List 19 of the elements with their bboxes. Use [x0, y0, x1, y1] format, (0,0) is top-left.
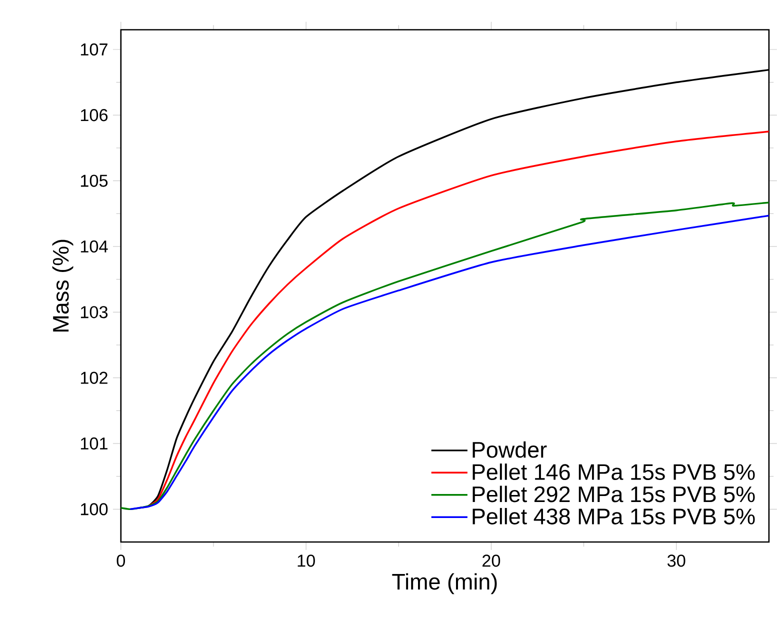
y-tick-label: 104: [80, 240, 108, 252]
x-tick-label: 0: [116, 554, 126, 567]
y-tick-label: 102: [80, 372, 108, 384]
line-series: [148, 130, 769, 507]
x-tick-label: 10: [298, 554, 315, 567]
x-tick-label: 30: [667, 554, 686, 567]
legend-label: Pellet 292 MPa 15s PVB 5%: [472, 486, 755, 502]
x-axis-title: Time (min): [392, 573, 497, 594]
legend-label: Pellet 438 MPa 15s PVB 5%: [472, 508, 755, 524]
legend-label: Powder: [472, 441, 547, 458]
y-axis-title: Mass (%): [52, 240, 74, 332]
y-tick-label: 101: [80, 437, 108, 450]
y-tick-label: 103: [80, 306, 108, 318]
y-tick-label: 106: [80, 108, 108, 122]
y-tick-label: 105: [80, 174, 108, 187]
x-tick-label: 20: [482, 554, 500, 567]
y-tick-label: 107: [80, 43, 108, 56]
y-tick-label: 100: [80, 502, 108, 516]
legend-label: Pellet 146 MPa 15s PVB 5%: [472, 463, 755, 480]
